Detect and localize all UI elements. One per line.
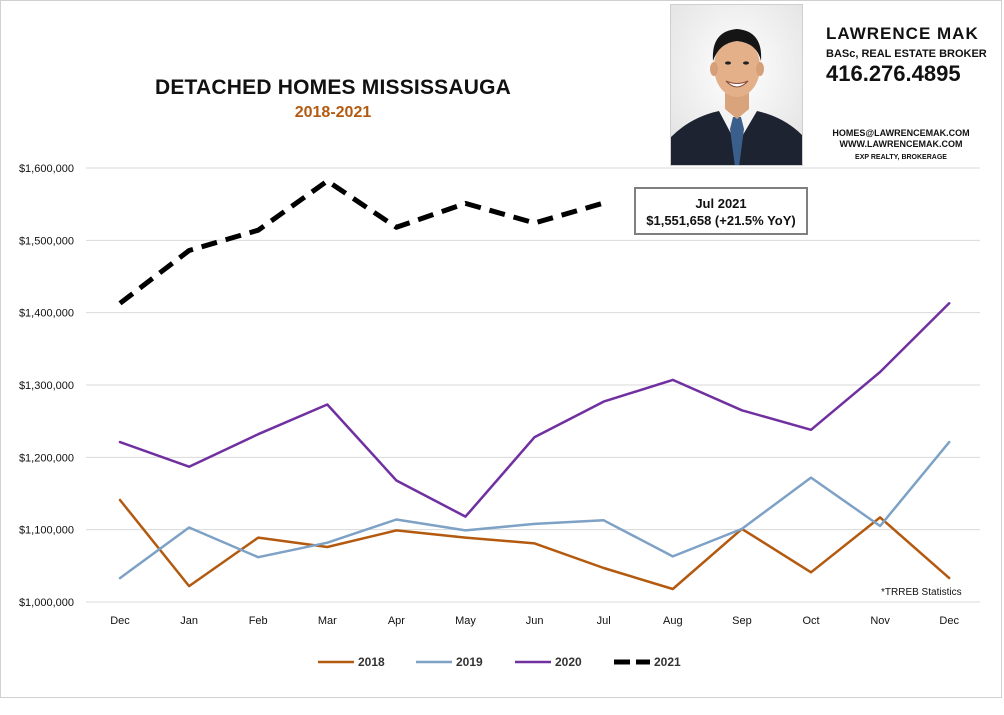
latest-value-callout: Jul 2021 $1,551,658 (+21.5% YoY) bbox=[634, 187, 808, 235]
agent-phone: 416.276.4895 bbox=[826, 61, 961, 86]
agent-photo bbox=[670, 4, 803, 166]
agent-portrait-image bbox=[671, 5, 802, 165]
chart-subtitle: 2018-2021 bbox=[294, 104, 372, 121]
source-note: *TRREB Statistics bbox=[881, 587, 962, 598]
agent-contact: HOMES@LAWRENCEMAK.COM WWW.LAWRENCEMAK.CO… bbox=[812, 128, 990, 161]
chart-frame bbox=[0, 0, 1002, 698]
agent-brokerage: EXP REALTY, BROKERAGE bbox=[855, 154, 947, 161]
agent-name: LAWRENCE MAK bbox=[826, 24, 979, 43]
agent-role: BASc, REAL ESTATE BROKER bbox=[826, 48, 987, 60]
agent-website: WWW.LAWRENCEMAK.COM bbox=[839, 139, 963, 149]
callout-value: $1,551,658 (+21.5% YoY) bbox=[646, 213, 796, 228]
chart-title: DETACHED HOMES MISSISSAUGA bbox=[154, 76, 511, 99]
callout-month: Jul 2021 bbox=[695, 196, 747, 211]
agent-info: LAWRENCE MAK BASc, REAL ESTATE BROKER 41… bbox=[826, 24, 987, 87]
agent-email: HOMES@LAWRENCEMAK.COM bbox=[832, 128, 970, 138]
